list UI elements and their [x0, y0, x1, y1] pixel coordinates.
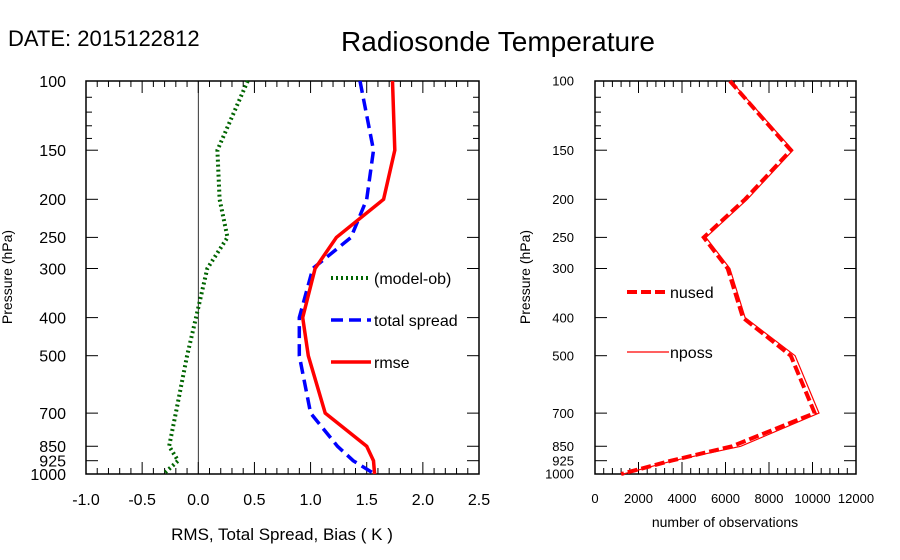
x-axis-label: number of observations: [652, 514, 798, 530]
x-tick-label: 10000: [794, 491, 830, 506]
x-tick-label: 0.0: [187, 492, 209, 509]
y-tick-label: 150: [552, 143, 574, 158]
y-tick-label: 250: [552, 230, 574, 245]
y-tick-label: 925: [39, 453, 66, 470]
legend-label: rmse: [374, 355, 410, 372]
y-tick-label: 700: [552, 406, 574, 421]
x-tick-label: 1.0: [299, 492, 321, 509]
y-tick-label: 500: [552, 348, 574, 363]
y-tick-label: 250: [39, 230, 66, 247]
series-lines: [620, 79, 820, 476]
x-tick-label: 12000: [838, 491, 874, 506]
y-tick-label: 850: [39, 439, 66, 456]
x-tick-label: 2000: [624, 491, 653, 506]
x-tick-label: 8000: [755, 491, 784, 506]
series-line-rmse: [300, 80, 397, 475]
x-tick-label: -0.5: [128, 492, 156, 509]
legend-label: nused: [670, 285, 714, 302]
series-lines: [162, 80, 397, 476]
date-label: DATE: 2015122812: [8, 26, 200, 51]
x-tick-labels: -1.0 -0.5 0.0 0.5 1.0 1.5 2.0 2.5: [72, 492, 490, 509]
y-tick-label: 150: [39, 143, 66, 160]
x-tick-label: 0.5: [243, 492, 265, 509]
y-tick-label: 100: [39, 74, 66, 91]
x-tick-label: 4000: [668, 491, 697, 506]
y-axis-label: Pressure (hPa): [517, 230, 533, 324]
y-tick-label: 925: [552, 453, 574, 468]
y-tick-label: 850: [552, 439, 574, 454]
y-tick-label: 1000: [545, 467, 574, 482]
y-tick-label: 300: [39, 261, 66, 278]
x-tick-label: -1.0: [72, 492, 100, 509]
x-tick-label: 1.5: [356, 492, 378, 509]
plot-frame: [594, 80, 857, 475]
x-axis-label: RMS, Total Spread, Bias ( K ): [171, 525, 393, 544]
y-tick-label: 400: [39, 310, 66, 327]
y-tick-label: 100: [552, 74, 574, 89]
y-tick-label: 700: [39, 406, 66, 423]
legend-label: total spread: [374, 313, 458, 330]
series-line-total-spread: [297, 80, 376, 476]
series-line-model-ob: [162, 80, 250, 476]
y-tick-label: 1000: [30, 467, 66, 484]
legend-label: (model-ob): [374, 271, 451, 288]
legend-label: nposs: [670, 345, 713, 362]
x-tick-label: 6000: [711, 491, 740, 506]
y-tick-label: 300: [552, 261, 574, 276]
x-tick-labels: 0 2000 4000 6000 8000 10000 12000: [591, 491, 874, 506]
y-tick-label: 400: [552, 310, 574, 325]
legend: nused nposs: [627, 285, 714, 362]
plot-frame: [85, 80, 480, 475]
legend: (model-ob) total spread rmse: [331, 271, 458, 372]
series-line-nused: [620, 79, 818, 476]
tick-marks: [85, 80, 480, 475]
tick-marks: [594, 80, 857, 475]
x-tick-label: 2.5: [468, 492, 490, 509]
y-tick-label: 200: [39, 192, 66, 209]
series-line-nposs: [623, 80, 820, 475]
x-tick-label: 0: [591, 491, 598, 506]
y-tick-label: 500: [39, 348, 66, 365]
chart-title: Radiosonde Temperature: [341, 26, 655, 57]
y-axis-label: Pressure (hPa): [0, 230, 15, 324]
x-tick-label: 2.0: [412, 492, 434, 509]
y-tick-label: 200: [552, 192, 574, 207]
